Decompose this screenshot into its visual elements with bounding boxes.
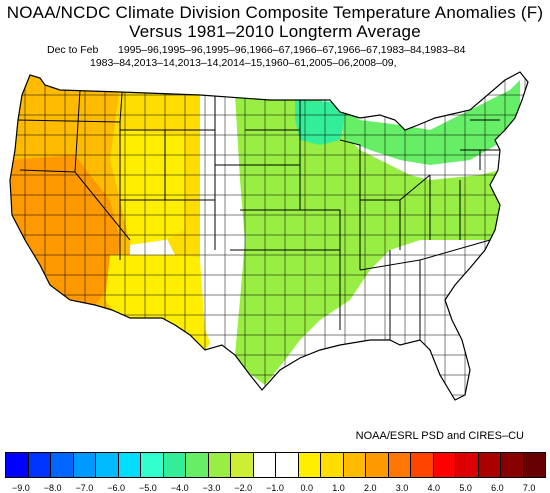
colorbar-tick-label: −7.0: [75, 483, 94, 493]
colorbar-tick-label: 0.0: [300, 483, 313, 493]
colorbar-swatch: [27, 452, 51, 478]
colorbar-swatch: [252, 452, 276, 478]
colorbar-tick-label: −5.0: [139, 483, 157, 493]
colorbar-tick-label: −6.0: [107, 483, 126, 493]
colorbar-swatch: [320, 452, 344, 478]
colorbar-tick-label: −1.0: [266, 483, 284, 493]
colorbar-swatch: [162, 452, 186, 478]
colorbar-swatch: [455, 452, 479, 478]
region-southeast-neutral: [340, 245, 490, 400]
colorbar-swatch: [342, 452, 366, 478]
colorbar-swatch: [230, 452, 254, 478]
colorbar-swatch: [432, 452, 456, 478]
colorbar-swatch: [500, 452, 524, 478]
colorbar-swatch: [117, 452, 141, 478]
region-rockies-interior: [120, 130, 185, 245]
state-borders: [14, 79, 500, 340]
colorbar-swatch: [522, 452, 546, 478]
colorbar-swatch: [50, 452, 74, 478]
composite-years-line1: 1995–96,1995–96,1995–96,1966–67,1966–67,…: [118, 44, 466, 56]
colorbar-tick-label: 4.0: [427, 483, 441, 493]
colorbar-swatch: [365, 452, 389, 478]
us-climate-division-map: [9, 71, 529, 401]
map-subtitle: Versus 1981–2010 Longterm Average: [129, 22, 421, 41]
colorbar-tick-label: −8.0: [43, 483, 62, 493]
colorbar-swatch: [185, 452, 209, 478]
composite-years-line2: 1983–84,2013–14,2013–14,2014–15,1960–61,…: [90, 57, 397, 69]
colorbar-tick-label: −2.0: [234, 483, 253, 493]
colorbar-swatch: [387, 452, 411, 478]
map-title: NOAA/NCDC Climate Division Composite Tem…: [6, 3, 544, 22]
region-midwest-green: [235, 95, 505, 385]
colorbar-tick-label: 3.0: [395, 483, 409, 493]
region-great-lakes-teal: [315, 100, 345, 140]
colorbar-legend: −9.0 −8.0 −7.0 −6.0 −5.0 −4.0 −3.0 −2.0 −1.0 0.0 1…: [5, 452, 546, 493]
colorbar-tick-label: 2.0: [364, 483, 377, 493]
colorbar-tick-label: 1.0: [332, 483, 345, 493]
colorbar-swatch: [297, 452, 321, 478]
colorbar-tick-label: −3.0: [202, 483, 221, 493]
colorbar-tick-label: 6.0: [491, 483, 504, 493]
colorbar-swatch: [140, 452, 164, 478]
colorbar-swatch: [207, 452, 231, 478]
data-credit: NOAA/ESRL PSD and CIRES–CU: [355, 430, 524, 442]
region-central-plains-neutral: [200, 85, 245, 355]
colorbar-swatch: [410, 452, 434, 478]
colorbar-swatch: [477, 452, 501, 478]
season-label: Dec to Feb: [47, 44, 99, 56]
colorbar-swatch: [95, 452, 119, 478]
colorbar-swatch: [275, 452, 299, 478]
colorbar-swatch: [72, 452, 96, 478]
colorbar-swatch: [5, 452, 29, 478]
us-outline: [9, 71, 529, 401]
region-midwest-cyan: [335, 80, 520, 165]
region-south-plains: [105, 255, 220, 350]
colorbar-tick-label: −9.0: [11, 483, 30, 493]
colorbar-tick-label: −4.0: [170, 483, 189, 493]
colorbar-tick-label: 7.0: [522, 483, 536, 493]
colorbar-tick-label: 5.0: [459, 483, 472, 493]
